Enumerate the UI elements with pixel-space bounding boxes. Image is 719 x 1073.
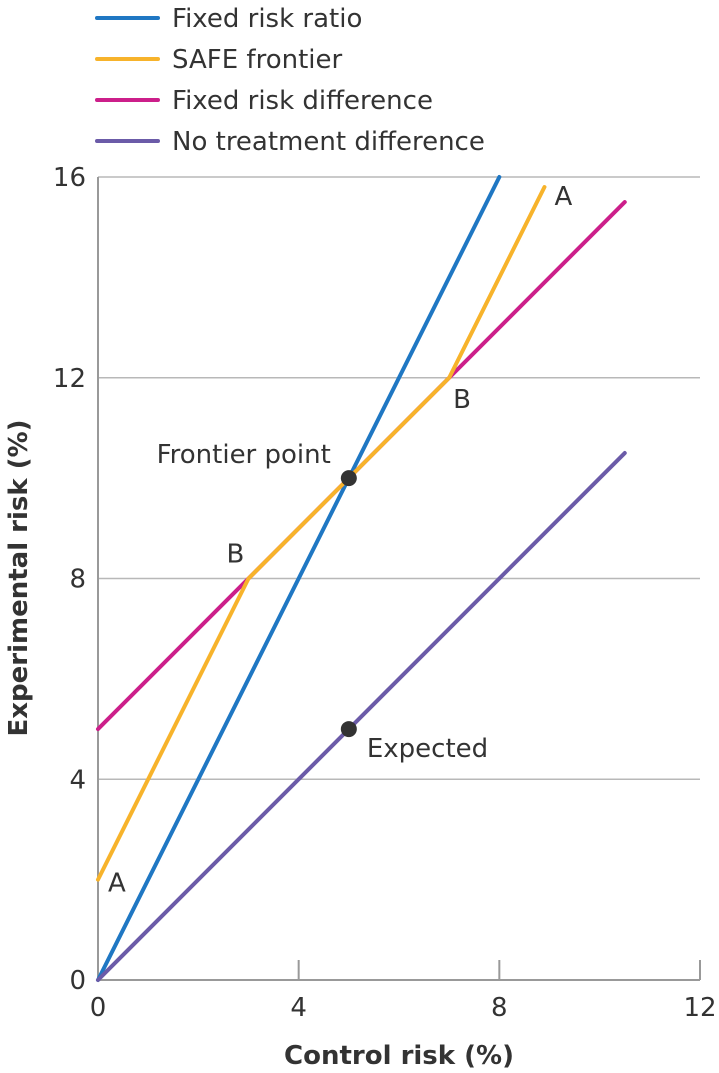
y-tick-label: 8 — [69, 565, 86, 595]
series-line-no-treatment-difference — [96, 451, 627, 982]
x-tick-label: 0 — [90, 993, 107, 1023]
x-tick-label: 12 — [683, 993, 716, 1023]
axes: 0 4 8 12 0 4 8 12 16 — [53, 163, 717, 1023]
points: Frontier point Expected — [157, 440, 489, 764]
legend-label: Fixed risk ratio — [172, 4, 362, 34]
legend-label: Fixed risk difference — [172, 86, 433, 116]
x-tick-label: 4 — [290, 993, 307, 1023]
x-axis-title: Control risk (%) — [284, 1041, 514, 1071]
series-line-fixed-risk-ratio — [96, 175, 502, 982]
y-axis-title: Experimental risk (%) — [4, 419, 34, 736]
annotation-label: A — [108, 869, 126, 899]
point-label: Frontier point — [157, 440, 331, 470]
legend: Fixed risk ratio SAFE frontier Fixed risk … — [95, 4, 485, 157]
point-label: Expected — [367, 734, 488, 764]
y-tick-label: 16 — [53, 163, 86, 193]
x-tick-label: 8 — [491, 993, 508, 1023]
annotation-label: B — [453, 385, 471, 415]
legend-label: No treatment difference — [172, 127, 485, 157]
annotations: A B B A — [108, 182, 572, 899]
point-marker — [340, 721, 357, 738]
point-marker — [340, 470, 357, 487]
legend-label: SAFE frontier — [172, 45, 342, 75]
y-tick-label: 12 — [53, 364, 86, 394]
annotation-label: B — [227, 540, 245, 570]
y-tick-label: 0 — [69, 966, 86, 996]
annotation-label: A — [554, 182, 572, 212]
grid — [98, 176, 700, 780]
y-tick-label: 4 — [69, 765, 86, 795]
